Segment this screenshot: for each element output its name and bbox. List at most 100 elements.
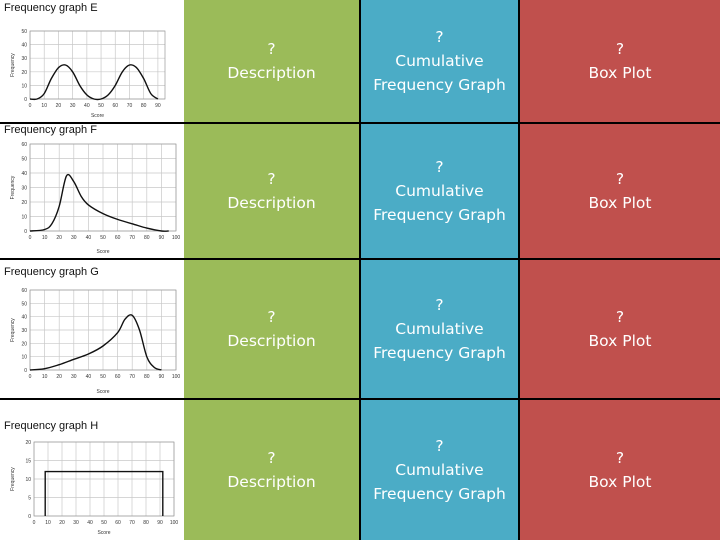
y-axis-label: Frequency <box>10 467 16 491</box>
question-mark: ? <box>435 437 444 455</box>
x-tick-label: 10 <box>45 520 51 526</box>
description-cell-h: ? Description <box>184 400 359 540</box>
cumulative-label-line2: Frequency Graph <box>373 76 506 94</box>
graph-title: Frequency graph H <box>4 420 98 432</box>
y-tick-label: 0 <box>24 97 27 103</box>
question-mark: ? <box>267 308 276 326</box>
description-cell-e: ? Description <box>184 0 359 122</box>
x-axis-label: Score <box>91 113 104 119</box>
x-tick-label: 100 <box>170 520 179 526</box>
x-tick-label: 20 <box>56 103 62 109</box>
x-tick-label: 10 <box>42 374 48 380</box>
box-plot-label: Box Plot <box>588 194 652 212</box>
x-tick-label: 70 <box>129 374 135 380</box>
plot-frame <box>29 289 177 371</box>
frequency-curve <box>29 64 159 101</box>
cumulative-label-line2: Frequency Graph <box>373 344 506 362</box>
x-tick-label: 10 <box>42 235 48 241</box>
x-tick-label: 60 <box>115 235 121 241</box>
cumulative-label-line2: Frequency Graph <box>373 485 506 503</box>
frequency-curve <box>29 173 169 232</box>
box-plot-cell-h: ? Box Plot <box>520 400 720 540</box>
x-tick-label: 100 <box>172 374 181 380</box>
cumulative-label-line1: Cumulative <box>395 461 484 479</box>
x-tick-label: 90 <box>157 520 163 526</box>
x-tick-label: 30 <box>73 520 79 526</box>
y-tick-label: 40 <box>21 43 27 49</box>
cumulative-cell-e: ? Cumulative Frequency Graph <box>361 0 518 122</box>
x-tick-label: 40 <box>86 374 92 380</box>
question-mark: ? <box>435 28 444 46</box>
x-tick-label: 60 <box>115 520 121 526</box>
y-tick-label: 10 <box>21 355 27 361</box>
x-tick-label: 60 <box>112 103 118 109</box>
box-plot-label: Box Plot <box>588 332 652 350</box>
x-tick-label: 10 <box>41 103 47 109</box>
y-tick-label: 30 <box>21 186 27 192</box>
frequency-graph-h-panel: Frequency graph H 20 15 10 5 0 0 10 20 30 40 50 60 70… <box>0 400 184 540</box>
y-tick-label: 0 <box>24 229 27 235</box>
y-tick-label: 20 <box>25 440 31 446</box>
cumulative-cell-g: ? Cumulative Frequency Graph <box>361 260 518 398</box>
box-plot-cell-e: ? Box Plot <box>520 0 720 122</box>
graph-title: Frequency graph G <box>4 266 99 278</box>
description-label: Description <box>227 64 316 82</box>
x-tick-label: 90 <box>159 374 165 380</box>
question-mark: ? <box>435 296 444 314</box>
graph-title: Frequency graph F <box>4 124 97 136</box>
x-tick-label: 70 <box>127 103 133 109</box>
cumulative-label-line2: Frequency Graph <box>373 206 506 224</box>
y-tick-label: 10 <box>25 477 31 483</box>
y-tick-label: 50 <box>21 301 27 307</box>
question-mark: ? <box>267 449 276 467</box>
cumulative-label-line1: Cumulative <box>395 52 484 70</box>
x-tick-label: 40 <box>84 103 90 109</box>
x-tick-label: 20 <box>59 520 65 526</box>
x-tick-label: 40 <box>87 520 93 526</box>
description-label: Description <box>227 194 316 212</box>
cumulative-cell-h: ? Cumulative Frequency Graph <box>361 400 518 540</box>
cumulative-label-line1: Cumulative <box>395 182 484 200</box>
box-plot-cell-g: ? Box Plot <box>520 260 720 398</box>
y-tick-label: 40 <box>21 171 27 177</box>
x-tick-label: 80 <box>144 374 150 380</box>
cumulative-label-line1: Cumulative <box>395 320 484 338</box>
y-tick-label: 15 <box>25 459 31 465</box>
y-tick-label: 50 <box>21 29 27 35</box>
box-plot-label: Box Plot <box>588 473 652 491</box>
question-mark: ? <box>615 449 625 467</box>
x-tick-label: 50 <box>100 235 106 241</box>
y-tick-label: 60 <box>21 288 27 294</box>
x-tick-label: 50 <box>98 103 104 109</box>
frequency-curve <box>44 470 164 516</box>
y-tick-label: 10 <box>21 215 27 221</box>
description-label: Description <box>227 473 316 491</box>
x-tick-label: 80 <box>144 235 150 241</box>
x-tick-label: 70 <box>129 520 135 526</box>
y-tick-label: 0 <box>24 368 27 374</box>
x-tick-label: 70 <box>129 235 135 241</box>
question-mark: ? <box>435 158 444 176</box>
y-axis-label: Frequency <box>10 53 16 77</box>
frequency-graph-e: Frequency graph E 50 40 30 20 10 00 10 20 30 40 50 6… <box>4 2 166 119</box>
x-tick-label: 40 <box>86 235 92 241</box>
box-plot-cell-f: ? Box Plot <box>520 124 720 258</box>
x-tick-label: 80 <box>143 520 149 526</box>
y-tick-label: 20 <box>21 341 27 347</box>
x-tick-label: 30 <box>71 235 77 241</box>
frequency-curve <box>29 314 162 371</box>
x-axis-label: Score <box>96 249 109 255</box>
y-tick-label: 50 <box>21 157 27 163</box>
y-tick-label: 0 <box>28 514 31 520</box>
x-tick-label: 0 <box>29 374 32 380</box>
graph-title: Frequency graph E <box>4 2 98 14</box>
y-axis-label: Frequency <box>10 175 16 199</box>
question-mark: ? <box>267 40 276 58</box>
x-tick-label: 90 <box>159 235 165 241</box>
x-axis-label: Score <box>96 389 109 395</box>
x-tick-label: 20 <box>56 235 62 241</box>
x-tick-label: 0 <box>33 520 36 526</box>
